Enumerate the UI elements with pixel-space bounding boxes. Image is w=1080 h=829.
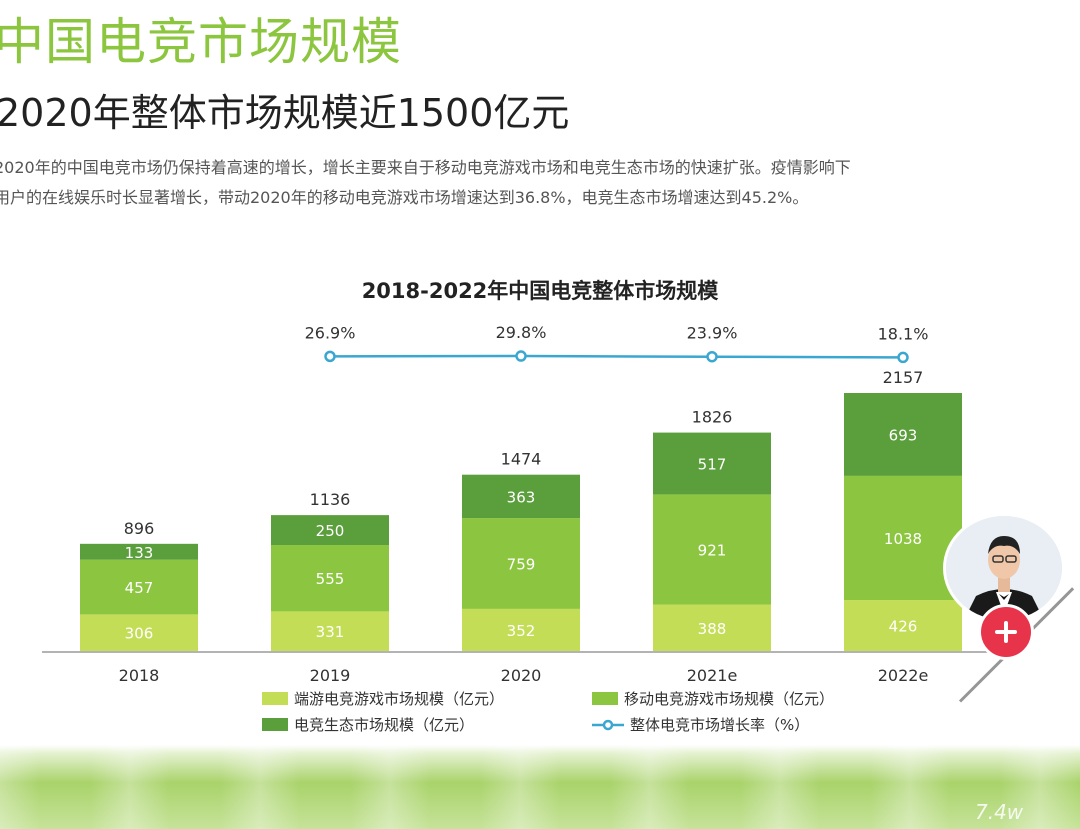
page-title: 中国电竞市场规模 [0,13,402,71]
page-subtitle: 2020年整体市场规模近1500亿元 [0,91,570,135]
legend-label-1: 移动电竞游戏市场规模（亿元） [624,690,834,708]
bar-value-label: 921 [698,542,727,560]
growth-rate-label: 26.9% [305,323,356,342]
bar-value-label: 759 [507,556,536,574]
bar-value-label: 426 [889,618,918,636]
follow-add-button[interactable] [978,604,1034,660]
bar-value-label: 457 [125,579,154,597]
growth-rate-point [515,350,527,362]
bar-value-label: 1038 [884,530,922,548]
legend-swatch-1 [592,692,618,705]
x-tick-label: 2021e [687,666,738,685]
growth-rate-point [324,350,336,363]
description-line-1: 2020年的中国电竞市场仍保持着高速的增长，增长主要来自于移动电竞游戏市场和电竞… [0,158,851,177]
growth-rate-label: 23.9% [687,324,738,343]
growth-rate-label: 18.1% [878,324,929,343]
bar-value-label: 306 [125,625,154,643]
bar-segment-1-2019 [271,545,389,612]
bar-segment-0-2019 [271,611,389,651]
decorative-footer-stripes [0,745,1080,829]
bar-total-label: 1826 [692,408,733,427]
legend-swatch-2 [262,718,288,731]
x-tick-label: 2018 [119,666,160,685]
bar-segment-0-2021e [653,604,771,651]
description-line-2: 用户的在线娱乐时长显著增长，带动2020年的移动电竞游戏市场增速达到36.8%，… [0,188,809,207]
bar-value-label: 250 [316,522,345,540]
market-size-chart: 2018-2022年中国电竞整体市场规模 306 457 133 896 2018 331 5… [42,279,1000,734]
bar-value-label: 517 [698,456,727,474]
view-count-watermark: 7.4w [975,800,1024,824]
bar-segment-2-2022e [844,393,962,476]
chart-title: 2018-2022年中国电竞整体市场规模 [362,279,720,303]
bar-value-label: 363 [507,488,536,506]
bar-segment-0-2022e [844,600,962,651]
bar-value-label: 388 [698,620,727,638]
decorative-footer-band [0,745,1080,829]
bar-total-label: 2157 [883,368,924,387]
bar-segment-1-2018 [80,559,198,615]
bar-value-label: 133 [125,544,154,562]
legend-line-marker [602,719,614,731]
bar-value-label: 352 [507,622,536,640]
x-tick-label: 2020 [501,666,542,685]
growth-rate-point [706,350,718,363]
growth-rate-line [329,354,904,359]
bar-segment-1-2022e [844,475,962,601]
legend-label-2: 电竞生态市场规模（亿元） [294,716,474,734]
x-tick-label: 2019 [310,666,351,685]
bar-segment-0-2020 [462,608,580,651]
legend-label-0: 端游电竞游戏市场规模（亿元） [294,690,504,708]
bar-value-label: 693 [889,426,918,444]
bar-segment-1-2020 [462,518,580,609]
bar-segment-2-2018 [80,543,198,560]
bar-total-label: 896 [124,519,155,538]
bar-segment-0-2018 [80,614,198,651]
bar-total-label: 1136 [310,490,351,509]
legend-label-3: 整体电竞市场增长率（%） [630,716,809,734]
bar-segment-2-2020 [462,474,580,519]
bar-value-label: 555 [316,570,345,588]
growth-rate-label: 29.8% [496,323,547,342]
legend-swatch-0 [262,692,288,705]
x-tick-label: 2022e [878,666,929,685]
growth-rate-point [897,351,909,364]
bar-segment-2-2021e [653,432,771,495]
bar-total-label: 1474 [501,450,542,469]
bar-value-label: 331 [316,623,345,641]
bar-segment-1-2021e [653,494,771,605]
bar-segment-2-2019 [271,515,389,546]
